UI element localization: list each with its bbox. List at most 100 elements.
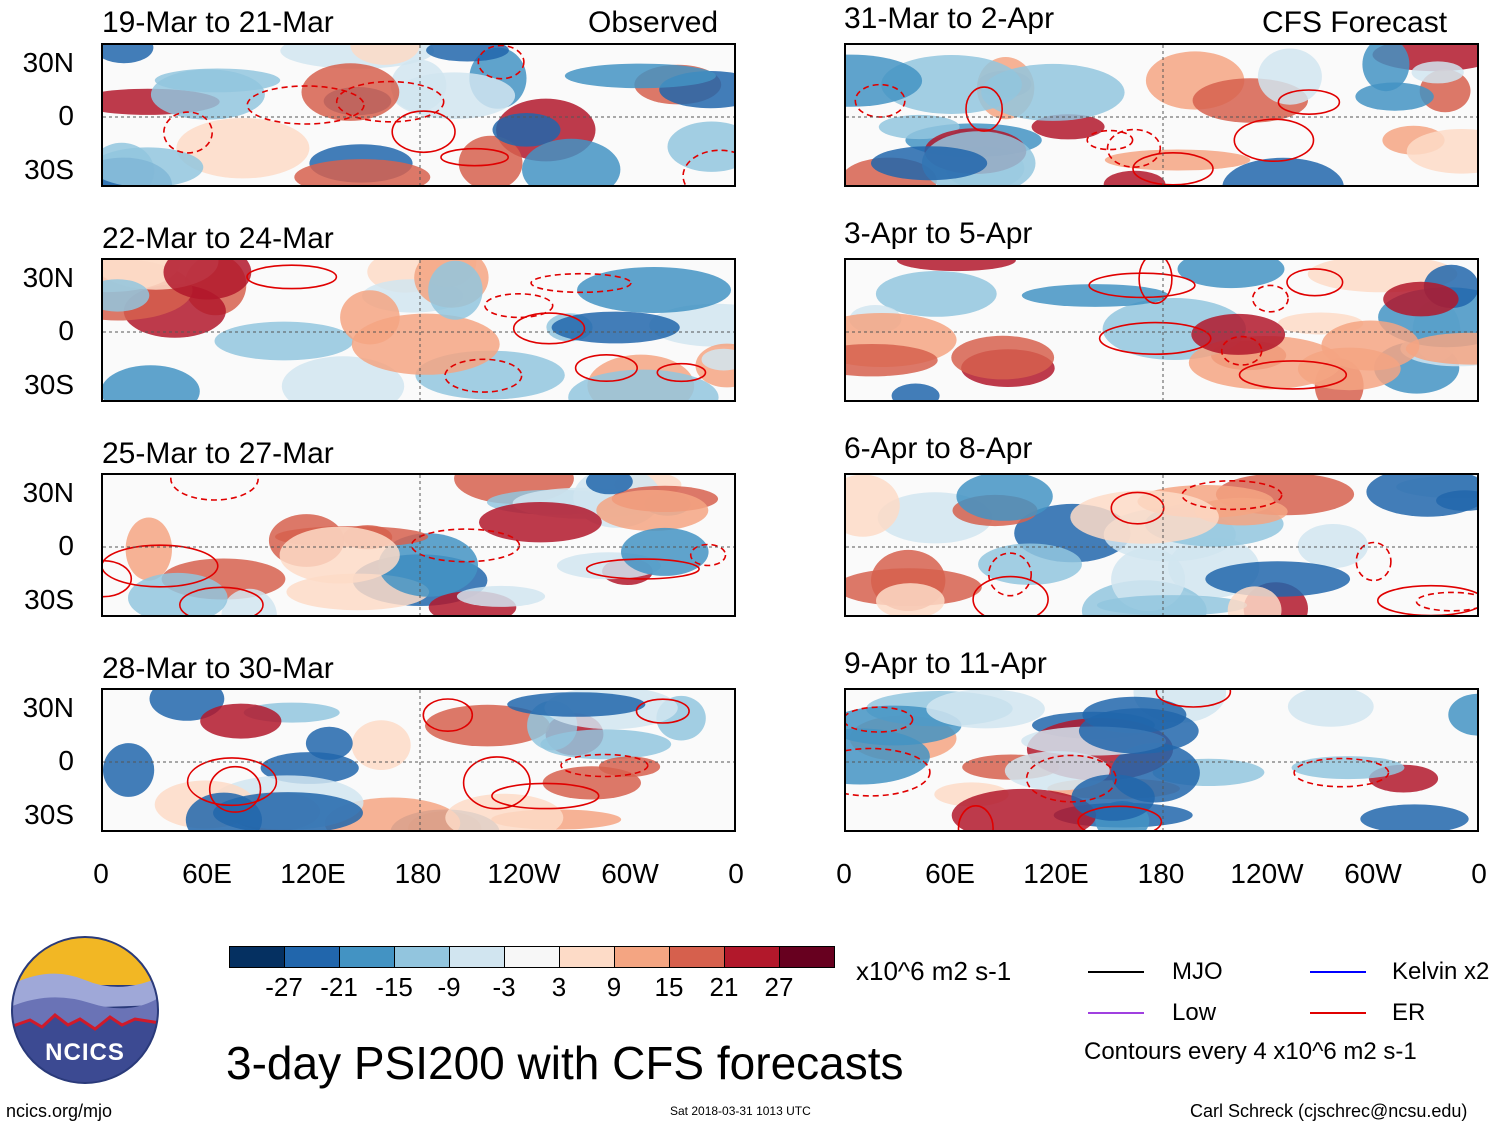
field-anomaly-blob bbox=[1355, 82, 1434, 111]
logo-text: NCICS bbox=[45, 1039, 125, 1066]
field-anomaly-blob bbox=[154, 68, 281, 93]
field-anomaly-blob bbox=[568, 369, 719, 400]
er-contour bbox=[1220, 335, 1263, 366]
xtick-180: 180 bbox=[394, 858, 442, 889]
field-anomaly-blob bbox=[128, 572, 228, 615]
field-obs-3 bbox=[103, 475, 734, 615]
field-anomaly-blob bbox=[1104, 149, 1251, 171]
field-anomaly-blob bbox=[1071, 774, 1155, 821]
panel-title-fc-2: 3-Apr to 5-Apr bbox=[844, 217, 1033, 250]
colorbar-cell bbox=[669, 946, 725, 968]
er-contour bbox=[656, 362, 707, 383]
field-anomaly-blob bbox=[577, 267, 731, 313]
panel-title-obs-4: 28-Mar to 30-Mar bbox=[102, 652, 334, 685]
xtick-0: 0 bbox=[836, 858, 852, 889]
field-anomaly-blob bbox=[351, 720, 411, 770]
colorbar-cell bbox=[449, 946, 505, 968]
ytick-30n: 30N bbox=[22, 262, 74, 293]
column-label-cfs-forecast: CFS Forecast bbox=[1262, 6, 1448, 39]
er-contour bbox=[170, 475, 259, 501]
er-contour bbox=[972, 575, 1049, 615]
footer-author: Carl Schreck (cjschrec@ncsu.edu) bbox=[1190, 1101, 1468, 1121]
er-contour bbox=[846, 747, 931, 797]
field-anomaly-blob bbox=[896, 260, 1016, 272]
field-anomaly-blob bbox=[1362, 45, 1410, 92]
er-contour bbox=[1025, 754, 1117, 803]
field-anomaly-blob bbox=[878, 114, 960, 140]
field-anomaly-blob bbox=[103, 147, 204, 185]
er-contour bbox=[988, 552, 1033, 597]
field-fc-3 bbox=[846, 475, 1477, 615]
map-panel-fc-4 bbox=[844, 688, 1479, 832]
er-contour bbox=[246, 85, 365, 125]
er-contour bbox=[530, 272, 632, 294]
field-anomaly-blob bbox=[281, 356, 405, 400]
field-obs-1 bbox=[103, 45, 734, 185]
footer-url[interactable]: ncics.org/mjo bbox=[6, 1101, 113, 1121]
map-panel-obs-1 bbox=[101, 43, 736, 187]
field-anomaly-blob bbox=[1021, 284, 1169, 307]
colorbar-cell bbox=[284, 946, 340, 968]
footer-timestamp: Sat 2018-03-31 1013 UTC bbox=[670, 1104, 811, 1118]
colorbar-tick-label: -9 bbox=[437, 972, 461, 1002]
panel-title-obs-1: 19-Mar to 21-Mar bbox=[102, 6, 334, 39]
field-anomaly-blob bbox=[846, 344, 938, 377]
field-anomaly-blob bbox=[1177, 260, 1285, 289]
colorbar-tick-label: 21 bbox=[709, 972, 739, 1002]
colorbar-cell bbox=[504, 946, 560, 968]
er-contour bbox=[246, 264, 338, 290]
er-contour bbox=[422, 698, 474, 733]
field-obs-2 bbox=[103, 260, 734, 400]
xtick-60w: 60W bbox=[601, 858, 659, 889]
xtick-60e: 60E bbox=[925, 858, 975, 889]
field-anomaly-blob bbox=[456, 585, 546, 607]
field-anomaly-blob bbox=[522, 138, 621, 185]
legend-line-mjo bbox=[1088, 971, 1144, 973]
legend-line-low bbox=[1088, 1012, 1144, 1014]
field-anomaly-blob bbox=[1287, 690, 1374, 727]
ytick-30s: 30S bbox=[24, 154, 74, 185]
field-anomaly-blob bbox=[507, 692, 646, 717]
xtick-360: 0 bbox=[1471, 858, 1487, 889]
panel-title-obs-2: 22-Mar to 24-Mar bbox=[102, 222, 334, 255]
field-anomaly-blob bbox=[1406, 129, 1477, 174]
field-anomaly-blob bbox=[479, 502, 602, 543]
xtick-120e: 120E bbox=[1023, 858, 1089, 889]
colorbar-tick-label: 27 bbox=[764, 972, 794, 1002]
er-contour bbox=[635, 698, 690, 724]
field-anomaly-blob bbox=[1222, 157, 1344, 185]
colorbar-unit: x10^6 m2 s-1 bbox=[856, 956, 1012, 986]
ytick-30n: 30N bbox=[22, 47, 74, 78]
colorbar-tick-label: -3 bbox=[492, 972, 516, 1002]
field-anomaly-blob bbox=[926, 690, 1045, 729]
field-anomaly-blob bbox=[1297, 524, 1369, 568]
er-contour bbox=[1098, 321, 1212, 356]
xtick-120w: 120W bbox=[1230, 858, 1304, 889]
panel-title-fc-3: 6-Apr to 8-Apr bbox=[844, 432, 1033, 465]
field-anomaly-blob bbox=[103, 743, 155, 797]
colorbar-tick-label: -15 bbox=[375, 972, 413, 1002]
er-contour bbox=[1077, 805, 1163, 830]
legend-line-kelvin bbox=[1310, 971, 1366, 973]
er-contour bbox=[965, 86, 1004, 132]
field-anomaly-blob bbox=[185, 792, 262, 830]
field-anomaly-blob bbox=[621, 527, 709, 576]
er-contour bbox=[484, 292, 554, 319]
panel-title-fc-1: 31-Mar to 2-Apr bbox=[844, 2, 1055, 35]
map-panel-fc-3 bbox=[844, 473, 1479, 617]
colorbar-tick-label: -27 bbox=[265, 972, 303, 1002]
field-anomaly-blob bbox=[1383, 281, 1459, 317]
field-anomaly-blob bbox=[1004, 751, 1110, 791]
er-contour bbox=[1233, 118, 1315, 162]
field-anomaly-blob bbox=[1448, 693, 1477, 736]
legend-line-er bbox=[1310, 1012, 1366, 1014]
er-contour bbox=[1251, 284, 1289, 313]
field-anomaly-blob bbox=[103, 45, 154, 64]
field-fc-2 bbox=[846, 260, 1477, 400]
colorbar-cell bbox=[614, 946, 670, 968]
field-obs-4 bbox=[103, 690, 734, 830]
field-anomaly-blob bbox=[1227, 586, 1282, 615]
er-contour bbox=[846, 706, 914, 733]
field-anomaly-blob bbox=[881, 55, 1022, 114]
field-anomaly-blob bbox=[951, 788, 1097, 830]
